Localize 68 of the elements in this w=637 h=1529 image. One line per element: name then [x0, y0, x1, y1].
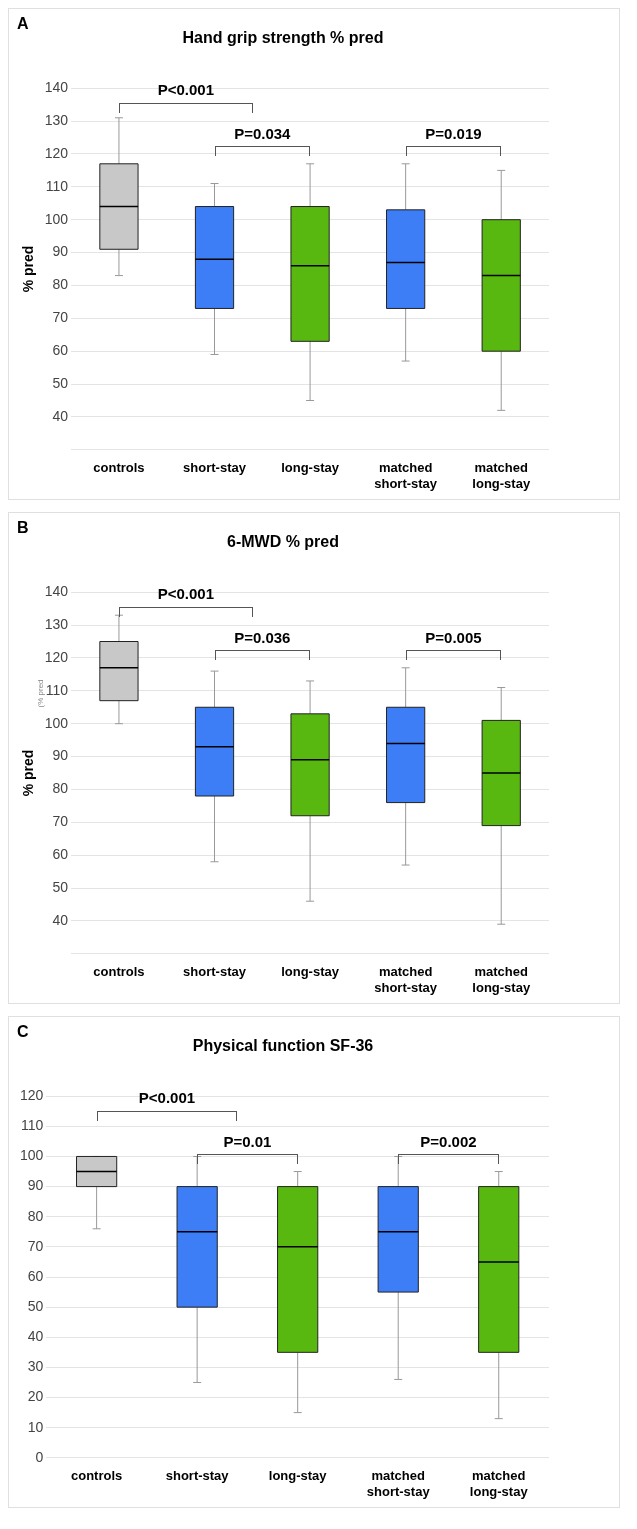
annotation: P<0.001 — [157, 585, 214, 603]
y-tick-label: 100 — [20, 1147, 44, 1164]
y-tick-label: 50 — [52, 878, 69, 895]
text: B — [17, 519, 29, 537]
y-axis-title: % pred — [20, 749, 37, 797]
y-tick-label: 40 — [52, 911, 69, 928]
x-tick-label: long-stay — [281, 460, 340, 476]
y-tick-label: 80 — [27, 1207, 44, 1224]
y-tick-label: 0 — [35, 1448, 44, 1465]
y-tick-label: 60 — [27, 1267, 44, 1284]
y-tick-label: 120 — [20, 1087, 44, 1104]
annotation: P=0.002 — [420, 1132, 477, 1150]
y-tick-label: 20 — [27, 1388, 44, 1405]
x-tick-label: matched short-stay — [366, 1468, 431, 1499]
annotation: P<0.001 — [138, 1089, 196, 1107]
y-axis-title: % pred — [20, 245, 37, 293]
y-tick-label: 140 — [44, 583, 69, 600]
y-tick-label: 70 — [27, 1237, 44, 1254]
y-tick-label: 60 — [52, 846, 69, 863]
x-tick-label: matched long-stay — [469, 1468, 529, 1499]
y-tick-label: 90 — [27, 1177, 44, 1194]
y-tick-label: 120 — [44, 144, 69, 161]
y-tick-label: 60 — [52, 342, 69, 359]
chart-title: Physical function SF-36 — [192, 1037, 374, 1055]
x-tick-label: controls — [70, 1468, 123, 1484]
y-tick-label: 70 — [52, 309, 69, 326]
x-tick-label: long-stay — [268, 1468, 328, 1484]
annotation: P=0.019 — [425, 124, 482, 142]
y-tick-label: 100 — [44, 714, 69, 731]
x-tick-label: controls — [93, 964, 145, 980]
y-tick-label: 110 — [45, 681, 69, 698]
x-tick-label: short-stay — [165, 1468, 230, 1484]
x-tick-label: matched long-stay — [472, 964, 531, 995]
y-tick-label: 30 — [27, 1358, 44, 1375]
y-tick-label: 40 — [52, 407, 69, 424]
y-tick-label: 110 — [21, 1117, 44, 1134]
x-tick-label: matched short-stay — [374, 964, 438, 995]
y-tick-label: 100 — [44, 210, 69, 227]
y-tick-label: 80 — [52, 780, 69, 797]
annotation: P=0.005 — [425, 628, 482, 646]
x-tick-label: short-stay — [183, 460, 247, 476]
text: C — [17, 1023, 29, 1041]
y-tick-label: 120 — [44, 648, 69, 665]
annotation: P=0.036 — [234, 628, 291, 646]
y-tick-label: 80 — [52, 276, 69, 293]
y-tick-label: 40 — [27, 1328, 44, 1345]
text: A — [17, 15, 29, 33]
x-tick-label: controls — [93, 460, 145, 476]
y-tick-label: 110 — [45, 177, 69, 194]
chart-title: Hand grip strength % pred — [182, 29, 384, 47]
y-tick-label: 140 — [44, 79, 69, 96]
y-tick-label: 90 — [52, 243, 69, 260]
y-tick-label: 10 — [27, 1418, 44, 1435]
annotation: P<0.001 — [157, 81, 214, 99]
x-tick-label: matched long-stay — [472, 460, 531, 491]
x-tick-label: long-stay — [281, 964, 340, 980]
y-tick-label: 70 — [52, 813, 69, 830]
x-tick-label: matched short-stay — [374, 460, 438, 491]
text: (% pred — [36, 679, 46, 708]
y-tick-label: 50 — [52, 374, 69, 391]
x-tick-label: short-stay — [183, 964, 247, 980]
y-tick-label: 50 — [27, 1297, 44, 1314]
y-tick-label: 90 — [52, 747, 69, 764]
y-tick-label: 130 — [44, 615, 69, 632]
annotation: P=0.034 — [234, 124, 292, 142]
annotation: P=0.01 — [223, 1132, 272, 1150]
chart-title: 6-MWD % pred — [227, 533, 339, 551]
y-tick-label: 130 — [44, 111, 69, 128]
